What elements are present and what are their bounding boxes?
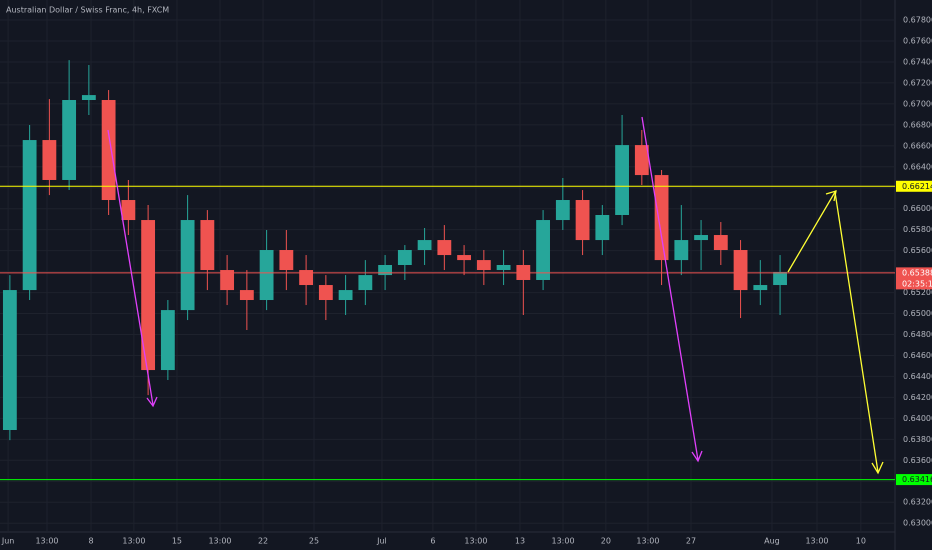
candle-body xyxy=(733,250,748,291)
candle-body xyxy=(62,100,77,180)
candle-body xyxy=(81,95,96,101)
candle-body xyxy=(141,220,156,371)
candle-body xyxy=(437,240,452,256)
candle-body xyxy=(101,100,116,201)
candle-body xyxy=(397,250,412,266)
candle-body xyxy=(555,200,570,221)
x-tick-label: 13:00 xyxy=(551,537,574,546)
x-tick-label: 13:00 xyxy=(208,537,231,546)
candle-body xyxy=(773,272,787,286)
candle-body xyxy=(121,200,136,221)
price-tag-label: 0.66214 xyxy=(902,182,932,191)
candle-body xyxy=(318,285,333,301)
candle-body xyxy=(180,220,195,311)
candle-body xyxy=(476,260,491,271)
candle-body xyxy=(713,235,728,251)
x-tick-label: 13:00 xyxy=(122,537,145,546)
candle-body xyxy=(42,140,57,180)
candle-body xyxy=(160,310,175,371)
x-tick-label: 13:00 xyxy=(35,537,58,546)
candle-body xyxy=(595,215,610,241)
candle-body xyxy=(615,145,629,216)
x-tick-label: 13:00 xyxy=(464,537,487,546)
candle-body xyxy=(694,235,708,241)
candle-body xyxy=(220,270,235,291)
x-tick-label: 13:00 xyxy=(636,537,659,546)
x-tick-label: 22 xyxy=(258,537,268,546)
candle-body xyxy=(536,220,550,280)
y-tick-label: 0.67800 xyxy=(903,16,932,25)
x-tick-label: 13 xyxy=(515,537,525,546)
candle-body xyxy=(22,140,37,291)
candle-body xyxy=(378,265,393,276)
x-tick-label: 27 xyxy=(686,537,696,546)
candle-body xyxy=(239,290,254,301)
arrow-head xyxy=(871,461,884,475)
price-tag-label: 0.65388 xyxy=(902,268,932,277)
price-tag xyxy=(896,267,932,290)
candle-body xyxy=(299,270,314,286)
price-tag xyxy=(896,180,932,192)
candle-body xyxy=(2,290,17,431)
candle-body xyxy=(279,250,294,271)
countdown: 02:35:11 xyxy=(902,279,932,288)
x-tick-label: 20 xyxy=(601,537,611,546)
candle-body xyxy=(654,175,669,261)
candle-body xyxy=(575,200,590,241)
candle-body xyxy=(457,255,472,261)
x-tick-label: 6 xyxy=(430,537,435,546)
drawings xyxy=(107,116,884,475)
price-tag xyxy=(896,474,932,486)
candle-body xyxy=(338,290,353,301)
candle-body xyxy=(634,145,649,176)
x-tick-label: 10 xyxy=(856,537,866,546)
arrow-head xyxy=(825,190,837,202)
arrow-head xyxy=(146,396,158,408)
projection-path xyxy=(787,190,879,473)
x-tick-label: 8 xyxy=(88,537,93,546)
candle-body xyxy=(358,275,373,291)
candle-body xyxy=(417,240,432,251)
candle-body xyxy=(674,240,689,261)
x-tick-label: 15 xyxy=(172,537,182,546)
x-tick-label: Jul xyxy=(376,537,387,546)
x-tick-label: Aug xyxy=(764,537,780,546)
x-tick-label: 13:00 xyxy=(805,537,828,546)
arrow-line xyxy=(107,129,154,406)
chart-title: Australian Dollar / Swiss Franc, 4h, FXC… xyxy=(6,6,169,15)
x-tick-label: Jun xyxy=(1,537,15,546)
x-tick-label: 25 xyxy=(309,537,319,546)
candle-body xyxy=(496,265,511,271)
candle-body xyxy=(753,285,768,291)
price-tag-label: 0.63416 xyxy=(902,475,932,484)
arrow-head xyxy=(691,450,703,463)
candle-body xyxy=(259,250,274,301)
candle-body xyxy=(200,220,215,271)
arrow-line xyxy=(641,116,699,461)
